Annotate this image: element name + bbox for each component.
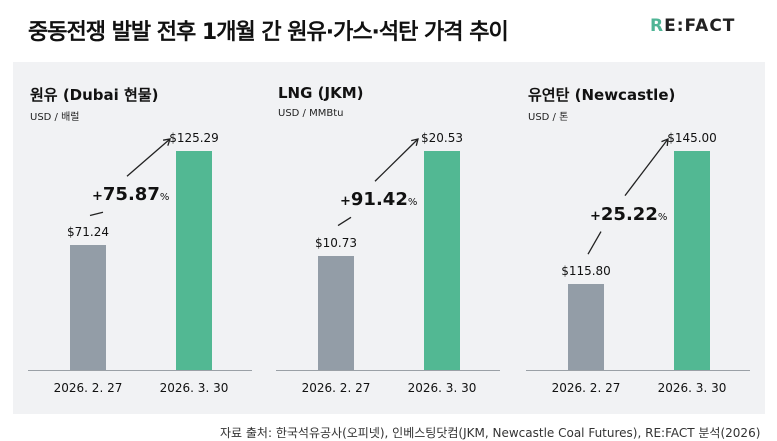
data-label: $10.73: [315, 235, 357, 250]
chart-panel: [13, 62, 765, 414]
bar-before: [318, 255, 354, 370]
chart-title: 중동전쟁 발발 전후 1개월 간 원유·가스·석탄 가격 추이: [28, 20, 509, 45]
bar-after: [176, 151, 212, 370]
bar-before: [70, 245, 106, 370]
baseline: [526, 370, 750, 371]
change-sign: +: [340, 194, 351, 210]
change-unit: %: [657, 211, 668, 223]
change-label: +91.42%: [340, 189, 417, 210]
bar-after: [424, 151, 460, 370]
baseline: [276, 370, 500, 371]
refact-logo: RE:FACT: [650, 16, 736, 36]
x-tick-label: 2026. 3. 30: [407, 381, 477, 395]
panel-title: 원유 (Dubai 현물): [30, 86, 159, 104]
x-tick-label: 2026. 3. 30: [657, 381, 727, 395]
data-label: $71.24: [67, 225, 109, 240]
change-value: 75.87: [102, 184, 160, 206]
change-sign: +: [590, 208, 601, 224]
change-label: +75.87%: [92, 184, 169, 205]
bar-after: [674, 151, 710, 370]
change-unit: %: [159, 192, 170, 204]
change-label: +25.22%: [590, 204, 667, 225]
source-footnote: 자료 출처: 한국석유공사(오피넷), 인베스팅닷컴(JKM, Newcastl…: [220, 426, 761, 440]
data-label: $145.00: [667, 131, 717, 145]
data-label: $115.80: [561, 264, 611, 279]
panel-title: 유연탄 (Newcastle): [528, 86, 676, 104]
x-tick-label: 2026. 2. 27: [53, 381, 123, 395]
change-value: 25.22: [600, 203, 658, 225]
baseline: [28, 370, 252, 371]
data-label: $125.29: [169, 131, 219, 145]
x-tick-label: 2026. 2. 27: [301, 381, 371, 395]
change-sign: +: [92, 189, 103, 205]
bar-before: [568, 284, 604, 370]
unit-label: USD / 톤: [528, 112, 569, 123]
data-label: $20.53: [421, 131, 463, 145]
panel-title: LNG (JKM): [278, 84, 364, 102]
unit-label: USD / MMBtu: [278, 108, 344, 119]
x-tick-label: 2026. 2. 27: [551, 381, 621, 395]
change-value: 91.42: [350, 189, 408, 211]
x-tick-label: 2026. 3. 30: [159, 381, 229, 395]
change-unit: %: [407, 197, 418, 209]
unit-label: USD / 배럴: [30, 112, 80, 123]
